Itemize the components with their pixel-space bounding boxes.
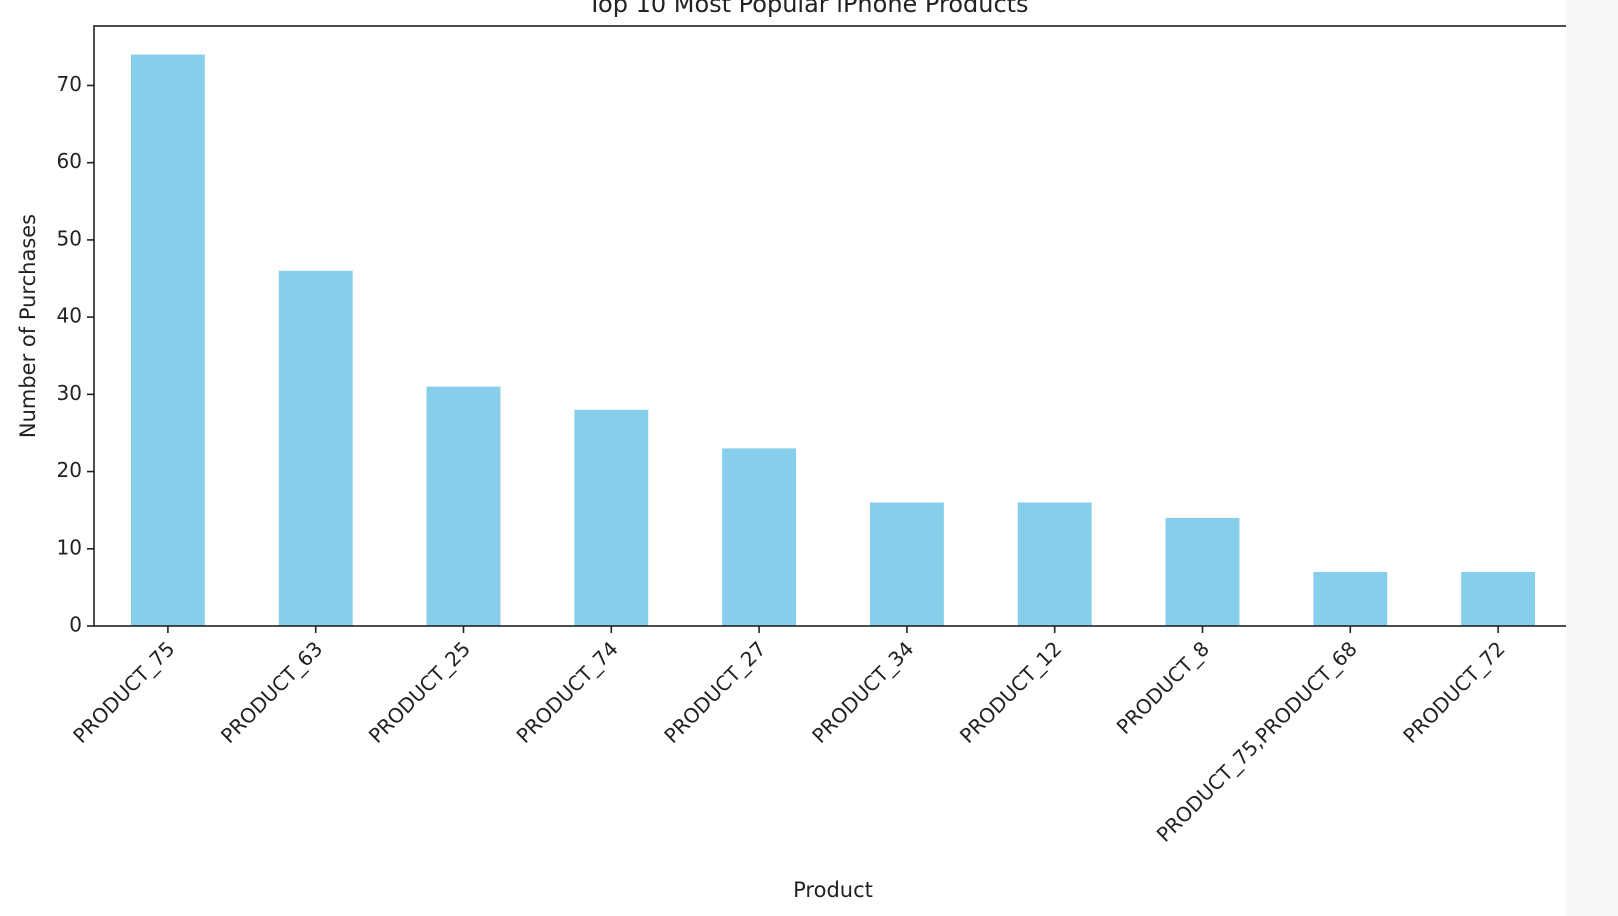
x-tick-label: PRODUCT_34 bbox=[807, 637, 918, 748]
x-axis-ticks: PRODUCT_75 PRODUCT_63 PRODUCT_25 PRODUCT_74… bbox=[68, 626, 1509, 847]
y-axis-label: Number of Purchases bbox=[16, 214, 40, 438]
y-tick-label: 0 bbox=[69, 613, 82, 637]
bar-product-74 bbox=[574, 410, 648, 626]
x-axis-label: Product bbox=[793, 878, 873, 902]
bar-product-63 bbox=[279, 271, 353, 626]
x-tick-label: PRODUCT_74 bbox=[512, 637, 623, 748]
y-tick-label: 50 bbox=[57, 226, 82, 250]
right-edge-strip bbox=[1566, 0, 1618, 916]
x-tick-label: PRODUCT_12 bbox=[955, 637, 1066, 748]
bar-product-25 bbox=[427, 387, 501, 626]
y-tick-label: 60 bbox=[57, 149, 82, 173]
x-tick-label: PRODUCT_27 bbox=[659, 637, 770, 748]
bars-group bbox=[131, 55, 1535, 626]
bar-product-75 bbox=[131, 55, 205, 626]
y-tick-label: 70 bbox=[57, 72, 82, 96]
bar-product-72 bbox=[1461, 572, 1535, 626]
x-tick-label: PRODUCT_63 bbox=[216, 637, 327, 748]
x-tick-label: PRODUCT_72 bbox=[1398, 637, 1509, 748]
bar-product-27 bbox=[722, 448, 796, 626]
x-tick-label: PRODUCT_75 bbox=[68, 637, 179, 748]
bar-product-34 bbox=[870, 502, 944, 626]
x-tick-label: PRODUCT_8 bbox=[1112, 637, 1214, 739]
y-axis-ticks: 0 10 20 30 40 50 60 70 bbox=[57, 72, 94, 637]
x-tick-label: PRODUCT_25 bbox=[364, 637, 475, 748]
y-tick-label: 40 bbox=[57, 304, 82, 328]
bar-product-12 bbox=[1018, 502, 1092, 626]
bar-product-8 bbox=[1166, 518, 1240, 626]
y-tick-label: 10 bbox=[57, 535, 82, 559]
chart-title: Top 10 Most Popular iPhone Products bbox=[586, 0, 1028, 18]
y-tick-label: 20 bbox=[57, 458, 82, 482]
bar-product-75-product-68 bbox=[1313, 572, 1387, 626]
y-tick-label: 30 bbox=[57, 381, 82, 405]
